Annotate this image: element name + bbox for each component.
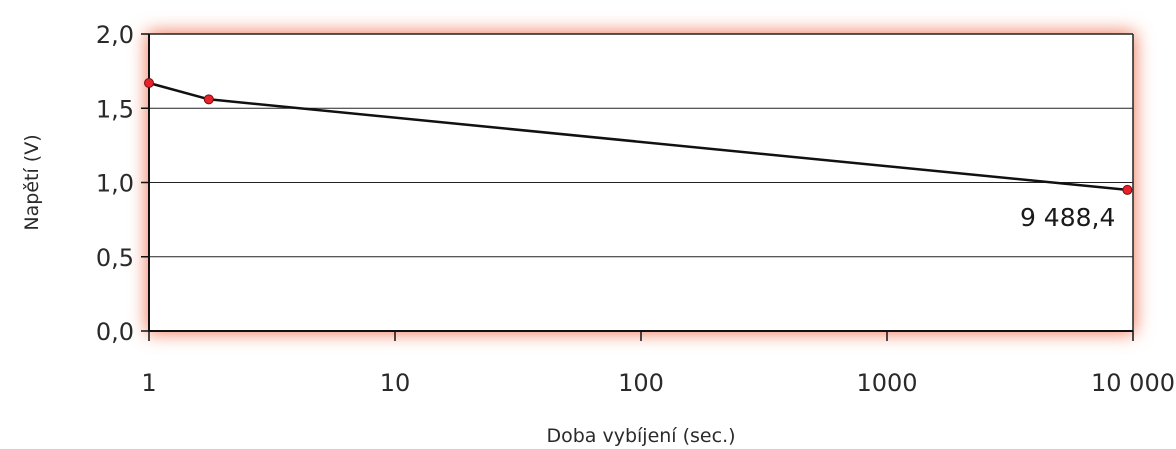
data-point-1 <box>203 94 214 105</box>
y-axis-ticks: 0,0 0,5 1,0 1,5 2,0 <box>96 21 149 346</box>
y-tick-label-3: 1,5 <box>96 95 134 123</box>
y-tick-label-1: 0,5 <box>96 244 134 272</box>
y-tick-label-0: 0,0 <box>96 318 134 346</box>
data-label-0: 9 488,4 <box>1020 203 1115 232</box>
x-axis-ticks: 1 10 100 1000 10 000 <box>141 331 1175 397</box>
y-tick-label-2: 1,0 <box>96 170 134 198</box>
x-axis-title: Doba vybíjení (sec.) <box>546 425 735 447</box>
y-axis-title: Napětí (V) <box>21 134 43 230</box>
data-point-0 <box>144 78 154 89</box>
grid-lines <box>149 33 1134 331</box>
x-tick-label-2: 100 <box>618 369 664 397</box>
annotations: 9 488,4 <box>1020 203 1115 232</box>
data-point-2 <box>1122 184 1133 195</box>
y-tick-label-4: 2,0 <box>96 21 134 49</box>
x-tick-label-3: 1000 <box>856 369 917 397</box>
x-tick-label-1: 10 <box>380 369 411 397</box>
x-tick-label-4: 10 000 <box>1091 369 1175 397</box>
x-tick-label-0: 1 <box>141 369 156 397</box>
series-group <box>144 78 1133 195</box>
